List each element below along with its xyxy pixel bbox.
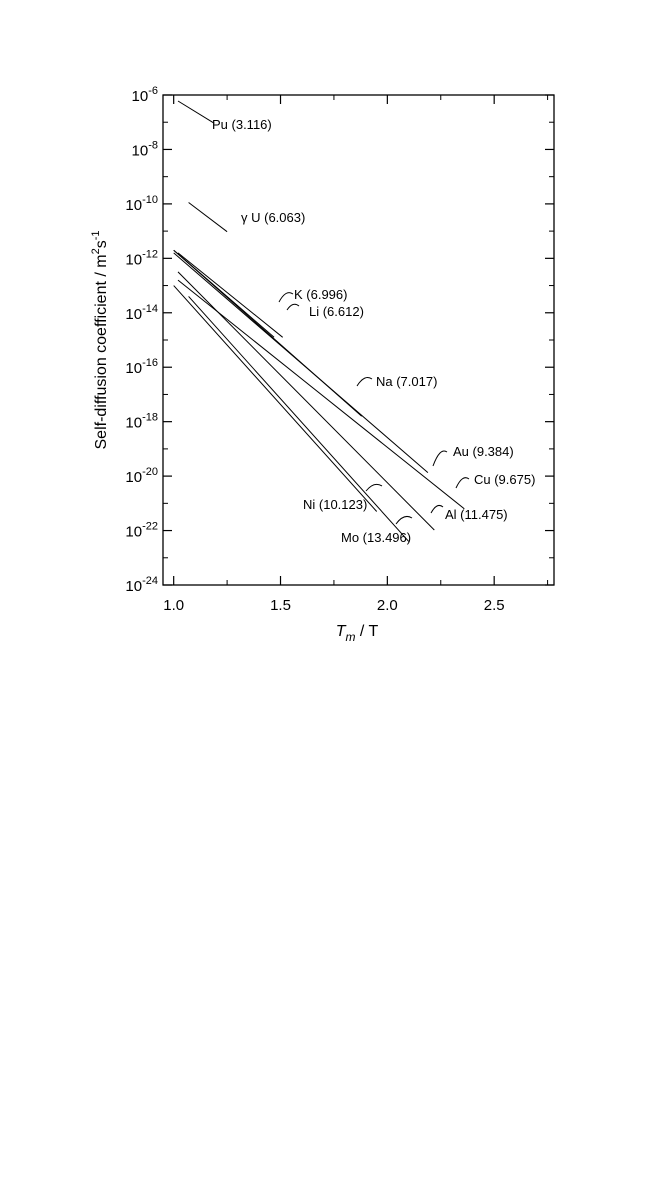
series-label: Au (9.384) [453,444,514,459]
y-tick-label: 10-16 [125,357,158,377]
x-tick-label: 2.0 [377,597,398,614]
y-tick-label: 10-14 [125,303,158,323]
series-line [173,285,378,512]
x-tick-label: 1.0 [163,597,184,614]
label-leader [365,483,383,492]
series-label: Cu (9.675) [474,472,535,487]
label-leader [430,505,444,514]
series-line [177,279,465,510]
series-lines [173,100,465,542]
label-leader [432,450,448,467]
label-leader [356,377,373,387]
y-tick-label: 10-18 [125,412,158,432]
x-axis-title: Tm / T [336,623,379,644]
x-tick-label: 1.5 [270,597,291,614]
series-line [188,202,228,233]
series-label: Li (6.612) [309,304,364,319]
series-label: Al (11.475) [445,507,508,522]
series-label: K (6.996) [294,287,347,302]
series-label: Pu (3.116) [212,117,272,132]
tick-marks [163,94,554,586]
label-leader [395,516,413,525]
x-tick-label: 2.5 [484,597,505,614]
series-annotations: Pu (3.116) γ U (6.063) K (6.996) Li (6.612)… [212,117,535,545]
series-label: Mo (13.496) [341,530,411,545]
series-label: γ U (6.063) [241,210,305,225]
y-axis-title: Self-diffusion coefficient / m2s-1 [90,231,110,450]
y-tick-label: 10-22 [125,521,158,541]
y-tick-label: 10-24 [125,575,158,595]
series-line [177,271,435,531]
x-tick-labels: 1.0 1.5 2.0 2.5 [163,597,504,614]
series-line [188,296,410,542]
label-leader [278,292,294,303]
series-line [173,252,429,473]
series-label: Na (7.017) [376,374,437,389]
y-tick-label: 10-6 [132,85,158,105]
series-line [177,100,215,124]
y-tick-label: 10-8 [132,139,158,159]
series-line [177,252,284,338]
y-tick-label: 10-10 [125,194,158,214]
series-label: Ni (10.123) [303,497,367,512]
y-tick-labels: 10-6 10-8 10-10 10-12 10-14 10-16 10-18 10-20 10… [125,85,158,595]
y-tick-label: 10-20 [125,466,158,486]
label-leader [286,303,300,311]
label-leader [455,477,470,489]
y-tick-label: 10-12 [125,248,158,268]
